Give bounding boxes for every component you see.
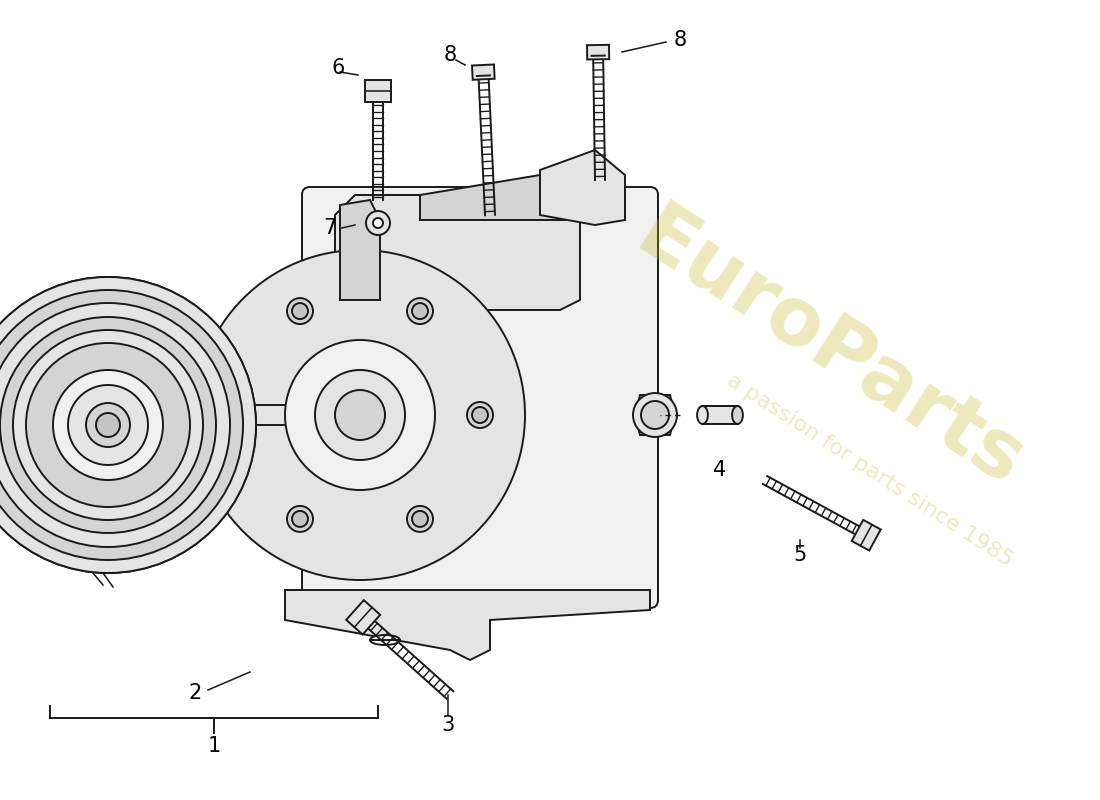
Polygon shape (340, 200, 379, 300)
Polygon shape (703, 406, 737, 424)
Circle shape (407, 298, 433, 324)
Circle shape (53, 370, 163, 480)
Polygon shape (346, 600, 381, 634)
Polygon shape (851, 520, 881, 550)
Polygon shape (190, 405, 340, 425)
Text: 3: 3 (441, 715, 454, 735)
Polygon shape (420, 175, 565, 220)
Circle shape (0, 290, 243, 560)
Circle shape (287, 506, 314, 532)
Text: 8: 8 (673, 30, 686, 50)
Circle shape (292, 303, 308, 319)
Circle shape (86, 403, 130, 447)
Circle shape (412, 303, 428, 319)
Text: a passion for parts since 1985: a passion for parts since 1985 (724, 370, 1016, 570)
Circle shape (336, 390, 385, 440)
Polygon shape (336, 195, 580, 310)
Text: 1: 1 (208, 736, 221, 756)
Text: 8: 8 (443, 45, 456, 65)
Text: 4: 4 (714, 460, 727, 480)
Circle shape (407, 506, 433, 532)
Text: 2: 2 (188, 683, 201, 703)
Circle shape (232, 407, 248, 423)
Polygon shape (540, 150, 625, 225)
Circle shape (96, 413, 120, 437)
Polygon shape (635, 395, 675, 435)
Circle shape (0, 303, 230, 547)
Circle shape (0, 317, 216, 533)
Circle shape (632, 393, 676, 437)
Ellipse shape (697, 406, 708, 424)
Circle shape (68, 385, 148, 465)
Circle shape (641, 401, 669, 429)
Text: 7: 7 (323, 218, 337, 238)
Circle shape (0, 277, 256, 573)
FancyBboxPatch shape (302, 187, 658, 608)
Text: 6: 6 (331, 58, 344, 78)
Circle shape (287, 298, 314, 324)
Ellipse shape (370, 635, 400, 645)
Polygon shape (472, 65, 495, 80)
Circle shape (373, 218, 383, 228)
Circle shape (0, 277, 256, 573)
Text: 5: 5 (793, 545, 806, 565)
Circle shape (13, 330, 203, 520)
Circle shape (26, 343, 190, 507)
Circle shape (227, 402, 253, 428)
Circle shape (366, 211, 390, 235)
Polygon shape (285, 590, 650, 660)
Polygon shape (365, 80, 392, 102)
Circle shape (292, 511, 308, 527)
Ellipse shape (733, 406, 742, 424)
Circle shape (285, 340, 435, 490)
Circle shape (195, 250, 525, 580)
Polygon shape (587, 45, 609, 59)
Circle shape (472, 407, 488, 423)
Circle shape (412, 511, 428, 527)
Circle shape (468, 402, 493, 428)
Circle shape (315, 370, 405, 460)
Text: EuroParts: EuroParts (623, 196, 1037, 504)
